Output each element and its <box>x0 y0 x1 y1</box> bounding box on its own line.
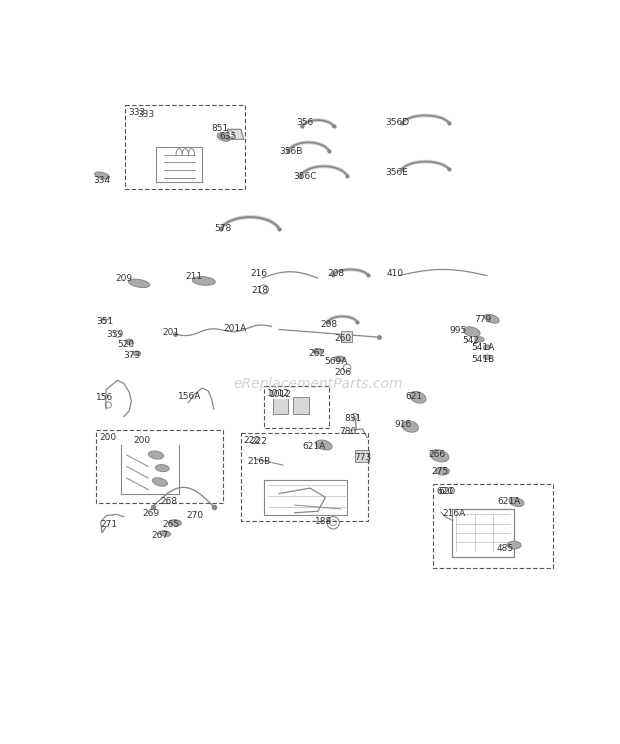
Text: 773: 773 <box>355 452 372 462</box>
Text: 267: 267 <box>151 531 169 540</box>
Text: 208: 208 <box>321 320 338 330</box>
Text: 373: 373 <box>124 351 141 360</box>
Text: 780: 780 <box>339 426 356 435</box>
Ellipse shape <box>484 314 499 323</box>
Text: 351: 351 <box>96 317 113 326</box>
Text: 635: 635 <box>219 132 236 141</box>
Ellipse shape <box>507 542 521 549</box>
Ellipse shape <box>160 530 171 536</box>
Text: 520: 520 <box>118 339 135 348</box>
Text: 541A: 541A <box>472 344 495 353</box>
Text: 779: 779 <box>474 315 491 324</box>
Ellipse shape <box>484 345 491 350</box>
Text: 265: 265 <box>162 521 179 530</box>
Text: 201: 201 <box>162 328 179 337</box>
Text: 216A: 216A <box>443 509 466 518</box>
Bar <box>293 397 309 414</box>
Text: 271: 271 <box>100 521 118 530</box>
Ellipse shape <box>430 449 449 462</box>
Text: 851: 851 <box>211 124 229 133</box>
Ellipse shape <box>509 498 524 507</box>
Text: 569A: 569A <box>324 357 347 366</box>
Text: 916: 916 <box>395 420 412 429</box>
Bar <box>96 429 223 503</box>
Text: 201A: 201A <box>224 324 247 333</box>
Text: 216: 216 <box>250 269 267 278</box>
Text: 410: 410 <box>387 269 404 278</box>
Text: 200: 200 <box>133 436 150 445</box>
Text: 620: 620 <box>436 487 453 496</box>
Text: 275: 275 <box>432 466 449 475</box>
Text: 216B: 216B <box>247 457 270 466</box>
Bar <box>264 385 329 428</box>
Bar <box>273 397 288 414</box>
Text: 156: 156 <box>96 394 113 403</box>
Text: 209: 209 <box>115 274 132 283</box>
Bar <box>241 433 368 522</box>
Ellipse shape <box>410 391 426 403</box>
Ellipse shape <box>169 519 182 526</box>
Text: 356: 356 <box>296 118 314 126</box>
Text: 621A: 621A <box>303 442 326 451</box>
Text: 333: 333 <box>128 108 146 117</box>
Text: eReplacementParts.com: eReplacementParts.com <box>233 377 402 391</box>
Text: 218: 218 <box>252 286 268 295</box>
Text: 262: 262 <box>309 349 326 358</box>
Ellipse shape <box>475 337 484 342</box>
Text: 269: 269 <box>142 509 159 518</box>
Text: 1012: 1012 <box>267 389 290 398</box>
Text: 260: 260 <box>335 334 352 343</box>
Text: 334: 334 <box>93 176 110 185</box>
Polygon shape <box>228 129 244 139</box>
Text: 620: 620 <box>438 487 456 496</box>
Text: 266: 266 <box>428 449 445 458</box>
Text: 995: 995 <box>450 327 467 336</box>
Ellipse shape <box>402 421 418 432</box>
Text: 356D: 356D <box>386 118 410 126</box>
Ellipse shape <box>133 351 141 356</box>
Ellipse shape <box>153 478 167 486</box>
Bar <box>433 484 552 568</box>
Ellipse shape <box>484 355 491 359</box>
Text: 542: 542 <box>463 336 479 344</box>
Text: 356E: 356E <box>386 168 409 177</box>
Ellipse shape <box>217 132 231 141</box>
Bar <box>355 449 368 462</box>
Text: 1012: 1012 <box>268 390 291 399</box>
Text: 356B: 356B <box>279 147 303 156</box>
Ellipse shape <box>128 279 150 287</box>
Bar <box>125 105 245 190</box>
Circle shape <box>228 131 234 137</box>
Text: 200: 200 <box>99 433 116 442</box>
Text: 222: 222 <box>244 436 260 445</box>
Text: 359: 359 <box>106 330 123 339</box>
Ellipse shape <box>464 327 480 337</box>
Text: 270: 270 <box>187 511 204 520</box>
Text: 541B: 541B <box>472 355 495 364</box>
Text: 356C: 356C <box>293 173 317 182</box>
Text: 621: 621 <box>405 392 423 401</box>
Bar <box>341 331 352 341</box>
Ellipse shape <box>155 464 169 472</box>
Ellipse shape <box>148 451 164 459</box>
Text: 211: 211 <box>185 272 203 280</box>
Text: 156A: 156A <box>177 392 201 401</box>
Ellipse shape <box>192 277 215 286</box>
Ellipse shape <box>95 172 110 179</box>
Text: 831: 831 <box>345 414 362 423</box>
Ellipse shape <box>436 467 449 475</box>
Text: 208: 208 <box>327 269 344 278</box>
Text: 485: 485 <box>497 544 513 553</box>
Text: 578: 578 <box>214 224 231 233</box>
Text: 333: 333 <box>137 110 154 119</box>
Text: 222: 222 <box>250 437 267 446</box>
Ellipse shape <box>316 440 332 450</box>
Text: 188: 188 <box>315 517 332 527</box>
Ellipse shape <box>125 339 133 344</box>
Ellipse shape <box>313 348 322 354</box>
Ellipse shape <box>334 356 345 362</box>
Text: 268: 268 <box>161 498 178 507</box>
Text: 621A: 621A <box>497 498 520 507</box>
Text: 206: 206 <box>335 368 352 377</box>
